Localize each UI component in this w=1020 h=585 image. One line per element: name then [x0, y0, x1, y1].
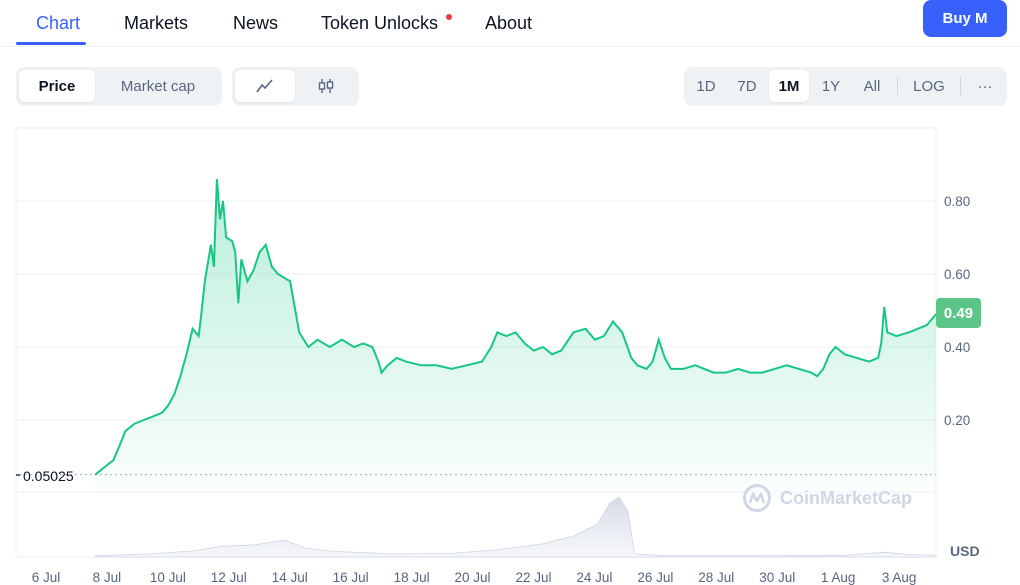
x-tick-label: 22 Jul	[515, 570, 551, 585]
range-divider	[897, 77, 898, 95]
watermark-text: CoinMarketCap	[780, 487, 913, 508]
x-tick-label: 1 Aug	[821, 570, 856, 585]
x-tick-label: 30 Jul	[759, 570, 795, 585]
open-price-label: 0.05025	[23, 468, 74, 484]
range-1y[interactable]: 1Y	[821, 77, 841, 95]
x-tick-label: 14 Jul	[272, 570, 308, 585]
x-tick-label: 16 Jul	[333, 570, 369, 585]
open-price-tick	[16, 474, 20, 476]
tab-news[interactable]: News	[233, 13, 279, 33]
y-axis-labels: 0.20 0.40 0.60 0.80	[944, 194, 970, 428]
x-tick-label: 26 Jul	[637, 570, 673, 585]
tab-about[interactable]: About	[485, 13, 533, 33]
range-1m[interactable]: 1M	[769, 70, 809, 102]
x-axis-labels: 6 Jul 8 Jul 10 Jul 12 Jul 14 Jul 16 Jul 18 Jul…	[32, 570, 917, 585]
x-tick-label: 10 Jul	[150, 570, 186, 585]
tab-token-unlocks[interactable]: Token Unlocks	[321, 13, 439, 33]
coinmarketcap-logo-icon	[743, 484, 771, 512]
x-tick-label: 24 Jul	[576, 570, 612, 585]
metric-toggle: Price Market cap	[16, 67, 222, 106]
current-price-badge: 0.49	[936, 298, 981, 328]
price-tab[interactable]: Price	[19, 70, 95, 102]
candlestick-icon	[318, 79, 334, 93]
x-tick-label: 18 Jul	[394, 570, 430, 585]
more-options-button[interactable]: ···	[977, 77, 993, 95]
y-tick-label: 0.60	[944, 267, 970, 282]
coinmarketcap-watermark: CoinMarketCap	[742, 483, 912, 513]
x-tick-label: 20 Jul	[455, 570, 491, 585]
range-toggle: 1D 7D 1M 1Y All LOG ···	[684, 67, 1007, 106]
y-tick-label: 0.80	[944, 194, 970, 209]
x-tick-label: 3 Aug	[882, 570, 917, 585]
market-cap-tab[interactable]: Market cap	[120, 77, 196, 95]
tab-chart[interactable]: Chart	[36, 13, 81, 33]
chart-style-toggle	[232, 67, 359, 106]
tab-markets[interactable]: Markets	[124, 13, 189, 33]
x-tick-label: 28 Jul	[698, 570, 734, 585]
buy-button[interactable]: Buy M	[923, 0, 1007, 37]
volume-unit-label: USD	[950, 543, 980, 559]
volume-area	[94, 496, 937, 558]
line-chart-button[interactable]	[235, 70, 295, 102]
range-all[interactable]: All	[863, 77, 881, 95]
log-button[interactable]: LOG	[913, 77, 945, 95]
x-tick-label: 12 Jul	[211, 570, 247, 585]
log-divider	[960, 77, 961, 95]
price-line	[94, 179, 937, 476]
active-tab-indicator	[16, 42, 86, 45]
top-nav: Chart Markets News Token Unlocks About	[0, 0, 1020, 47]
x-tick-label: 6 Jul	[32, 570, 61, 585]
range-1d[interactable]: 1D	[696, 77, 716, 95]
y-tick-label: 0.40	[944, 340, 970, 355]
volume-shape	[94, 496, 937, 558]
candlestick-button[interactable]	[296, 70, 356, 102]
price-area	[95, 179, 937, 492]
y-tick-label: 0.20	[944, 413, 970, 428]
notification-dot	[446, 14, 452, 20]
x-tick-label: 8 Jul	[93, 570, 122, 585]
range-7d[interactable]: 7D	[737, 77, 757, 95]
line-chart-icon	[256, 79, 273, 93]
